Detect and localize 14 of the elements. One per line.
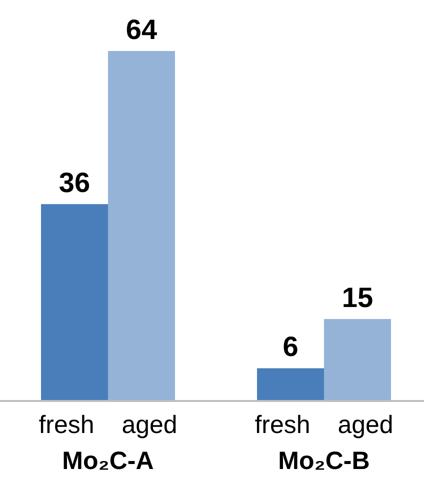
- data-label: 36: [58, 167, 90, 198]
- bar: [257, 368, 324, 401]
- text: fresh: [254, 411, 310, 439]
- bar: [324, 318, 391, 401]
- x-tick-label: Mo₂C-A: [62, 447, 154, 475]
- bar: [41, 204, 108, 401]
- series-label: aged: [122, 411, 178, 439]
- data-label: 64: [126, 14, 158, 45]
- text: aged: [338, 411, 394, 439]
- x-tick-label: Mo₂C-B: [278, 447, 370, 475]
- data-label: 6: [282, 331, 298, 362]
- bar: [108, 51, 175, 401]
- data-label: 15: [342, 282, 374, 313]
- series-label: fresh: [38, 411, 94, 439]
